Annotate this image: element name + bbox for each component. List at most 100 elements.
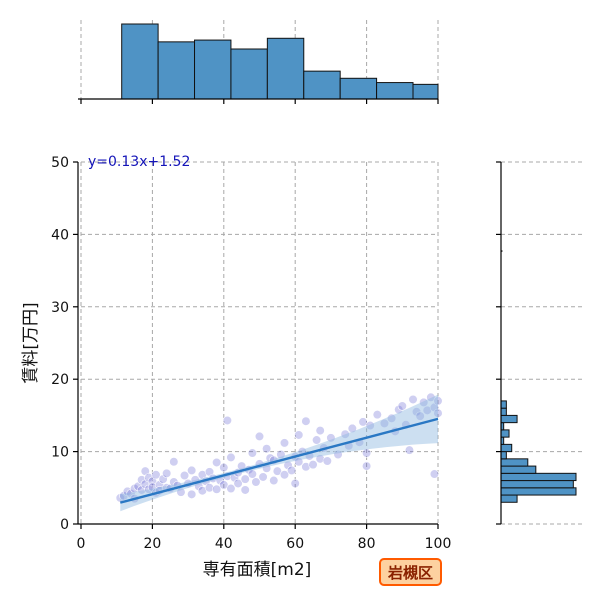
scatter-point <box>212 484 222 494</box>
scatter-point <box>226 452 236 462</box>
right-hist-bar <box>500 465 537 474</box>
scatter-point <box>169 477 179 487</box>
scatter-point <box>433 396 443 406</box>
right-hist-bar <box>500 400 507 409</box>
scatter-point <box>426 392 436 402</box>
marginal-y-histogram <box>496 161 582 525</box>
scatter-point <box>294 457 304 467</box>
scatter-point <box>415 411 425 421</box>
scatter-point <box>365 420 375 431</box>
right-hist-bar <box>500 451 507 460</box>
scatter-point <box>151 470 161 480</box>
scatter-point <box>408 394 418 405</box>
scatter-point <box>233 478 243 489</box>
y-tick-label: 50 <box>51 155 69 171</box>
scatter-point <box>315 426 325 436</box>
y-tick-label: 30 <box>51 300 69 316</box>
scatter-point <box>279 438 290 448</box>
scatter-point <box>262 444 272 454</box>
scatter-point <box>404 445 415 455</box>
scatter-point <box>312 435 322 445</box>
right-hist-bar <box>500 407 507 416</box>
scatter-point <box>326 433 336 443</box>
scatter-point <box>187 465 197 476</box>
y-tick-label: 0 <box>60 517 69 533</box>
scatter-point <box>308 460 318 470</box>
scatter-point <box>422 405 432 415</box>
scatter-point <box>322 456 332 466</box>
scatter-plot-area: 0 20 40 60 80 100 0 10 20 30 40 50 <box>51 155 451 552</box>
scatter-point <box>240 474 250 484</box>
scatter-point <box>197 486 207 496</box>
y-tick-label: 10 <box>51 445 69 461</box>
scatter-point <box>254 431 265 441</box>
top-hist-bar <box>266 37 305 100</box>
x-tick-label: 60 <box>286 536 304 552</box>
scatter-point <box>333 449 343 460</box>
top-hist-bar <box>121 23 159 100</box>
top-hist-bar <box>376 82 414 100</box>
area-badge-label: 岩槻区 <box>387 564 433 582</box>
x-tick-label: 0 <box>77 536 86 552</box>
right-hist-bar <box>500 429 510 438</box>
x-tick-label: 100 <box>425 536 452 552</box>
scatter-point <box>158 474 168 484</box>
scatter-point <box>269 475 279 486</box>
scatter-point <box>219 462 229 473</box>
scatter-point <box>347 423 357 434</box>
x-axis-label: 専有面積[m2] <box>203 560 312 580</box>
marginal-x-histogram <box>78 20 439 104</box>
scatter-point <box>212 457 222 468</box>
right-hist-bar <box>500 458 529 467</box>
top-hist-bar <box>339 77 378 100</box>
scatter-point <box>419 397 429 407</box>
top-hist-bar <box>412 83 439 100</box>
scatter-point <box>147 482 157 492</box>
scatter-point <box>162 468 172 478</box>
scatter-point <box>272 466 282 476</box>
right-hist-bar <box>500 487 577 496</box>
scatter-point <box>362 461 372 471</box>
right-hist-bar <box>500 414 518 424</box>
scatter-point <box>247 448 257 458</box>
scatter-point <box>397 401 407 411</box>
area-badge-box <box>379 558 442 586</box>
top-hist-bar <box>303 70 341 100</box>
scatter-point <box>340 429 350 439</box>
regression-equation: y=0.13x+1.52 <box>88 154 190 170</box>
right-hist-bar <box>500 472 577 482</box>
area-badge: 岩槻区 <box>379 558 442 586</box>
regression-line <box>119 417 439 504</box>
scatter-point <box>204 483 215 493</box>
top-hist-bar <box>230 48 268 100</box>
scatter-point <box>179 470 190 481</box>
scatter-point <box>137 485 147 495</box>
y-axis-label: 賃料[万円] <box>21 302 41 383</box>
scatter-point <box>226 483 236 494</box>
x-tick-label: 80 <box>358 536 376 552</box>
scatter-point <box>386 413 397 423</box>
scatter-point <box>187 489 197 499</box>
right-hist-bar <box>500 494 518 503</box>
y-tick-label: 40 <box>51 227 69 243</box>
scatter-point <box>358 417 368 427</box>
scatter-point <box>144 473 154 483</box>
scatter-point <box>294 430 304 440</box>
scatter-point <box>279 470 290 480</box>
scatter-point <box>251 477 261 487</box>
scatter-point <box>394 405 404 415</box>
scatter-point <box>276 449 286 460</box>
scatter-point <box>372 410 382 420</box>
scatter-point <box>429 469 440 479</box>
top-hist-bar <box>157 41 196 100</box>
x-tick-label: 40 <box>215 536 233 552</box>
right-hist-bar <box>500 443 513 453</box>
scatter-point <box>301 462 311 472</box>
scatter-point <box>283 460 293 470</box>
top-hist-bar <box>194 39 232 100</box>
x-tick-label: 20 <box>143 536 161 552</box>
right-hist-bar <box>500 480 574 489</box>
scatter-point <box>126 488 136 499</box>
scatter-point <box>301 416 311 426</box>
